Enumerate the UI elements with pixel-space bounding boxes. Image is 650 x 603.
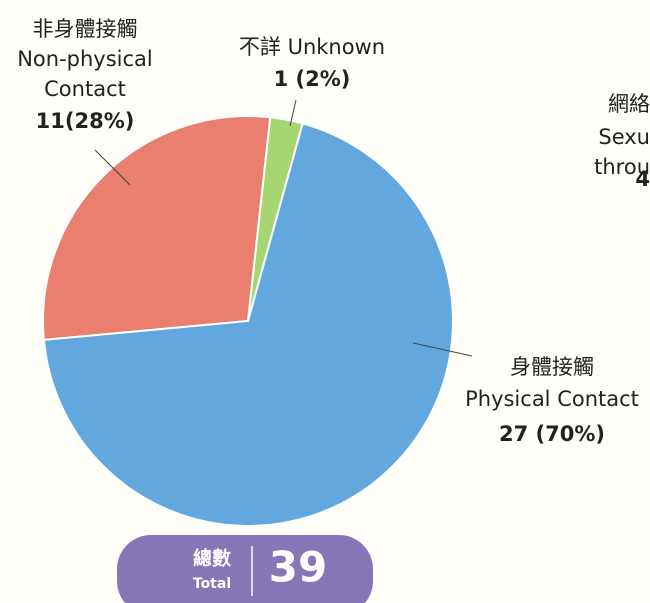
leader-line <box>412 342 473 357</box>
cropped-text: 4 <box>635 167 650 191</box>
total-badge <box>117 535 373 603</box>
slice-label: Contact <box>44 77 126 101</box>
pie-slice <box>42 122 454 527</box>
total-value: 39 <box>269 543 327 592</box>
total-label-en: Total <box>193 576 231 592</box>
value-label: 11(28%) <box>36 109 135 133</box>
slice-label: Non-physical <box>17 47 153 71</box>
cropped-text: Sexu <box>598 125 650 149</box>
slice-label: 身體接觸 <box>510 355 594 379</box>
total-label-zh: 總數 <box>193 547 231 570</box>
value-label: 27 (70%) <box>499 422 605 446</box>
cropped-text: 網絡 <box>608 92 650 116</box>
slice-label: 不詳 Unknown <box>239 35 385 59</box>
value-label: 1 (2%) <box>274 67 351 91</box>
slice-label: Physical Contact <box>465 387 639 411</box>
pie-slice <box>42 115 272 342</box>
leader-line <box>94 149 131 186</box>
leader-line <box>289 99 297 127</box>
cropped-text: throu <box>594 155 650 179</box>
slice-label: 非身體接觸 <box>33 17 138 41</box>
